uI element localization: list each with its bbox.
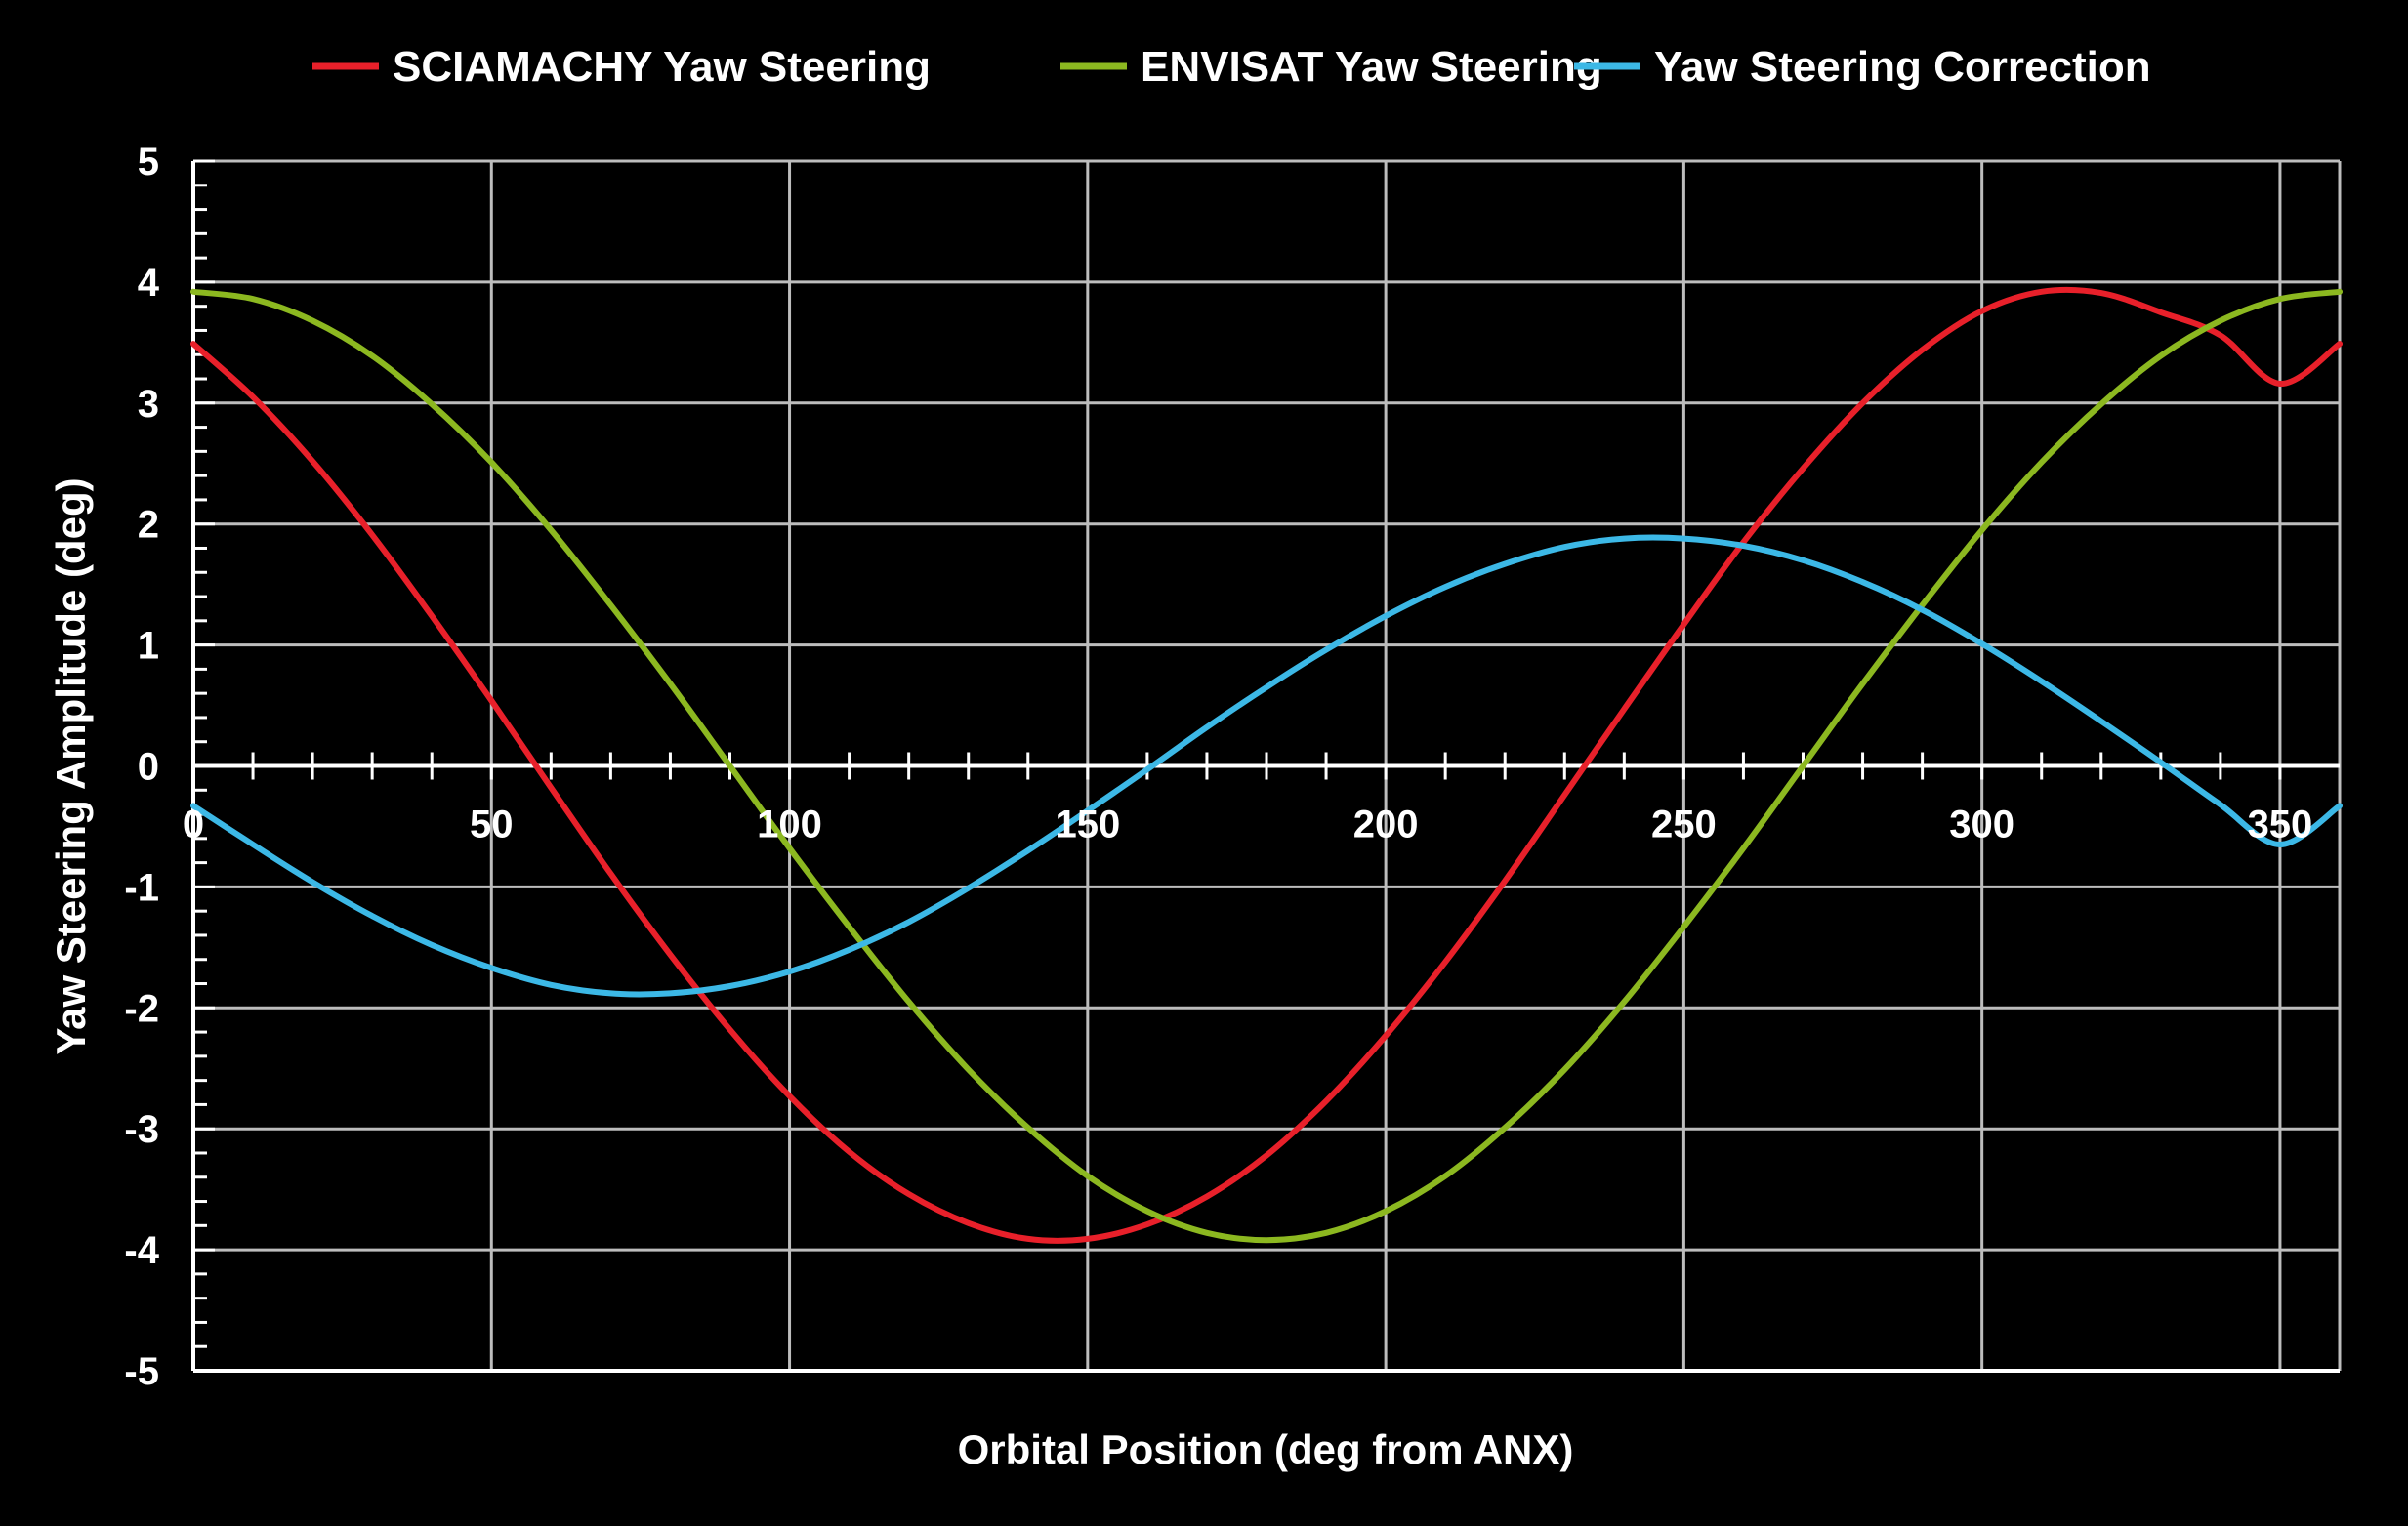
x-axis-title: Orbital Position (deg from ANX) [958, 1426, 1574, 1472]
series-layer [190, 286, 2343, 1244]
legend-label: SCIAMACHY Yaw Steering [393, 43, 931, 91]
y-tick-label: 2 [138, 504, 159, 547]
y-tick-label: 4 [138, 262, 160, 305]
y-tick-label: 1 [138, 625, 159, 668]
x-tick-label: 200 [1353, 804, 1419, 846]
legend-label: Yaw Steering Correction [1654, 43, 2151, 91]
series-line-sciamachy-yaw-steering [190, 286, 2343, 1244]
y-tick-label: -5 [124, 1350, 159, 1393]
y-axis-title: Yaw Steering Amplitude (deg) [48, 477, 94, 1054]
x-tick-label: 100 [757, 804, 822, 846]
x-tick-label: 250 [1651, 804, 1717, 846]
y-tick-label: 3 [138, 383, 159, 426]
y-tick-label: -1 [124, 866, 159, 909]
y-tick-label: -3 [124, 1108, 159, 1151]
legend: SCIAMACHY Yaw Steering ENVISAT Yaw Steeri… [312, 43, 2151, 91]
tick-labels: 0 50 100 150 200 250 300 350 5 4 3 2 1 0 -1 -2 -3 -4 -5 [124, 141, 2312, 1393]
legend-label: ENVISAT Yaw Steering [1141, 43, 1602, 91]
y-tick-label: 0 [138, 746, 159, 789]
y-tick-label: -2 [124, 987, 159, 1030]
x-tick-label: 0 [183, 804, 204, 846]
x-tick-label: 300 [1949, 804, 2014, 846]
axes [191, 159, 2340, 1373]
y-tick-label: -4 [124, 1229, 159, 1272]
series-line-envisat-yaw-steering [190, 288, 2343, 1244]
x-tick-label: 150 [1055, 804, 1120, 846]
series-line-yaw-steering-correction [190, 534, 2343, 998]
grid-lines [193, 159, 2342, 1371]
x-tick-label: 350 [2248, 804, 2313, 846]
y-tick-label: 5 [138, 141, 159, 184]
x-tick-label: 50 [470, 804, 514, 846]
